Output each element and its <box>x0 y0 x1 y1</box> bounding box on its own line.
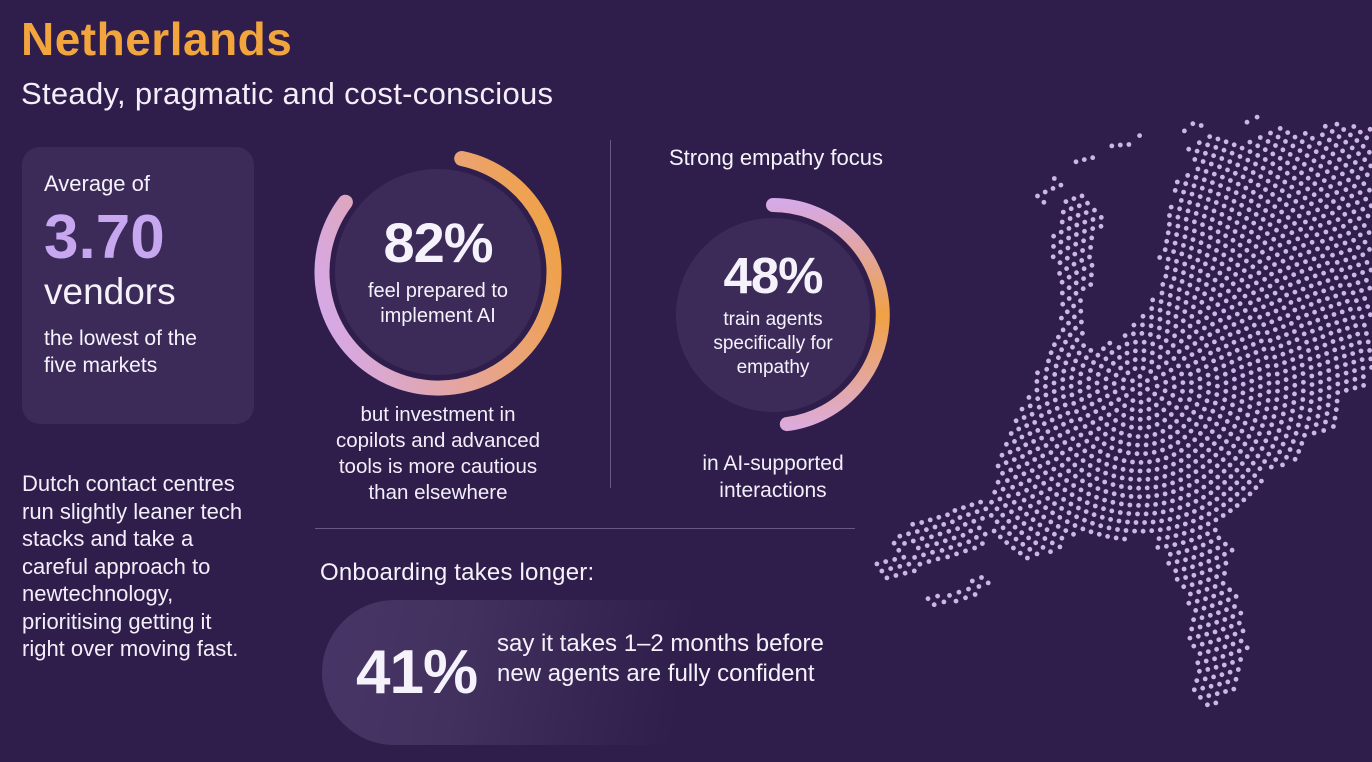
stat-empathy-value: 48% <box>723 247 823 304</box>
stat-prepared-caption: but investment in copilots and advanced … <box>335 403 540 504</box>
page-subtitle: Steady, pragmatic and cost-conscious <box>21 76 554 111</box>
empathy-heading: Strong empathy focus <box>668 145 883 170</box>
page-title: Netherlands <box>21 13 293 65</box>
horizontal-divider <box>315 528 855 529</box>
onboarding-heading: Onboarding takes longer: <box>320 559 595 586</box>
onboarding-pill <box>322 600 754 745</box>
vendor-unit: vendors <box>44 271 176 312</box>
vertical-divider <box>610 140 611 488</box>
stat-prepared-circle: 82% feel prepared to implement AI <box>335 169 541 375</box>
vendor-prefix: Average of <box>44 171 151 196</box>
stat-empathy-caption: in AI-supported interactions <box>702 452 844 502</box>
vendor-value: 3.70 <box>44 203 165 272</box>
onboarding-text: say it takes 1–2 months before new agent… <box>497 630 824 687</box>
onboarding-value: 41% <box>356 638 478 707</box>
stat-empathy-label: train agents specifically for empathy <box>713 309 833 378</box>
stat-prepared-label: feel prepared to implement AI <box>367 280 509 327</box>
country-summary: Dutch contact centres run slightly leane… <box>22 471 243 661</box>
vendor-stat-card: Average of 3.70 vendors the lowest of th… <box>22 147 254 424</box>
stat-empathy-circle: 48% train agents specifically for empath… <box>676 218 870 412</box>
vendor-note: the lowest of the five markets <box>44 327 197 377</box>
stat-prepared-value: 82% <box>383 211 493 274</box>
